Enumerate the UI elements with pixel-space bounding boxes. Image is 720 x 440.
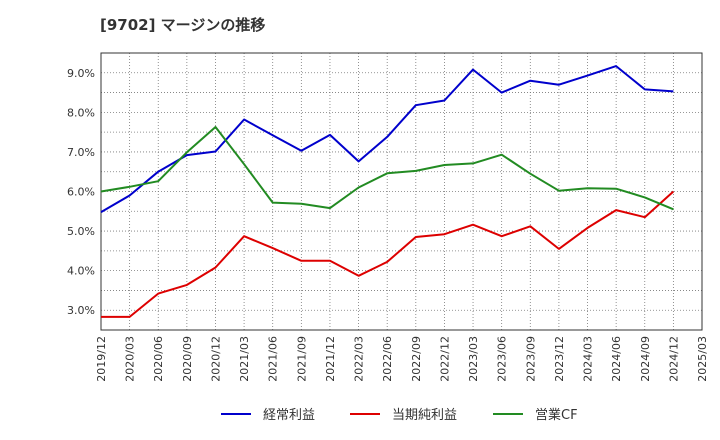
x-tick-label: 2023/06 — [496, 336, 509, 382]
x-tick-label: 2021/03 — [238, 336, 251, 382]
x-tick-label: 2021/06 — [267, 336, 280, 382]
series-line-2 — [101, 190, 675, 318]
legend-label: 営業CF — [535, 407, 578, 423]
x-tick-label: 2020/12 — [209, 336, 222, 382]
y-tick-label: 4.0% — [67, 265, 95, 278]
x-tick-label: 2020/03 — [124, 336, 137, 382]
x-tick-label: 2022/09 — [410, 336, 423, 382]
legend-label: 当期純利益 — [392, 408, 457, 423]
x-tick-label: 2019/12 — [95, 336, 108, 382]
x-tick-label: 2020/09 — [181, 336, 194, 382]
x-tick-label: 2022/06 — [381, 336, 394, 382]
x-tick-label: 2021/12 — [324, 336, 337, 382]
x-tick-label: 2024/12 — [667, 336, 680, 382]
y-tick-label: 5.0% — [67, 225, 95, 238]
chart-title: [9702] マージンの推移 — [100, 16, 266, 34]
y-tick-label: 6.0% — [67, 186, 95, 199]
x-tick-label: 2023/09 — [524, 336, 537, 382]
x-tick-label: 2024/06 — [610, 336, 623, 382]
y-tick-label: 3.0% — [67, 304, 95, 317]
x-tick-label: 2023/03 — [467, 336, 480, 382]
y-tick-label: 8.0% — [67, 106, 95, 119]
x-tick-label: 2024/03 — [582, 336, 595, 382]
x-tick-label: 2025/03 — [696, 336, 709, 382]
series-line-3 — [100, 126, 674, 211]
x-tick-label: 2022/03 — [353, 336, 366, 382]
y-tick-label: 9.0% — [67, 67, 95, 80]
x-tick-label: 2021/09 — [295, 336, 308, 382]
series-line-1 — [100, 65, 674, 213]
x-tick-label: 2023/12 — [553, 336, 566, 382]
legend-label: 経常利益 — [263, 408, 315, 423]
x-tick-label: 2020/06 — [152, 336, 165, 382]
y-tick-label: 7.0% — [67, 146, 95, 159]
x-tick-label: 2024/09 — [639, 336, 652, 382]
x-tick-label: 2022/12 — [438, 336, 451, 382]
